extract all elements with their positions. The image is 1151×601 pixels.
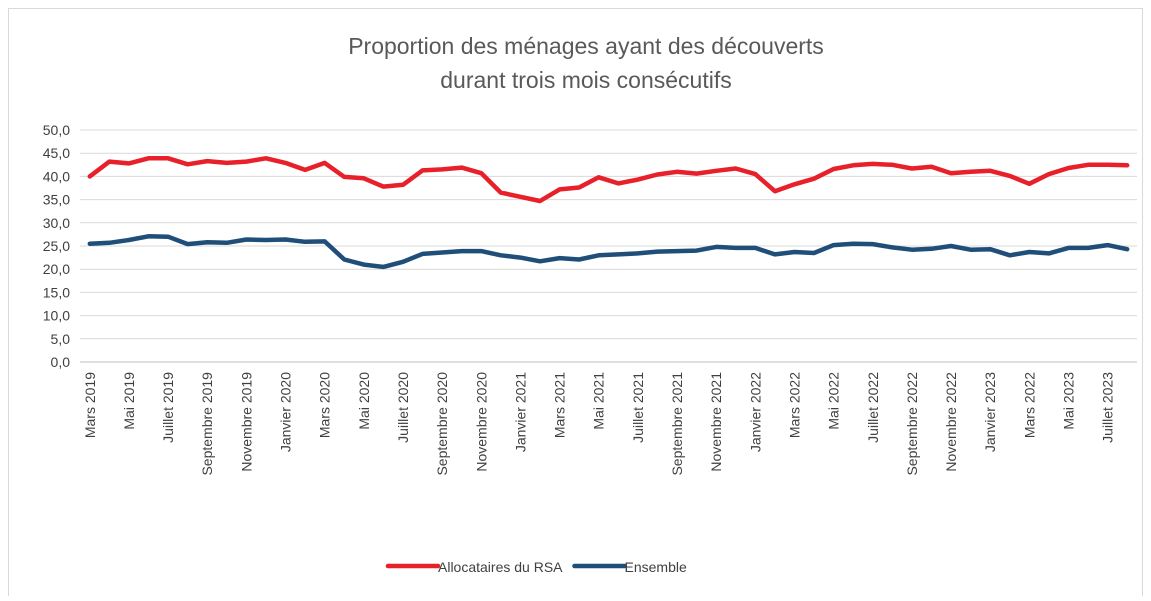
x-tick-label: Mai 2021 [591,372,607,430]
legend-label: Allocataires du RSA [438,559,563,575]
x-tick-label: Novembre 2022 [943,372,959,472]
legend-label: Ensemble [625,559,687,575]
y-tick-label: 35,0 [43,192,70,208]
x-tick-label: Juillet 2022 [865,372,881,443]
x-tick-label: Mars 2021 [552,372,568,438]
chart-title: durant trois mois consécutifs [440,67,731,93]
x-tick-label: Janvier 2021 [512,372,528,452]
x-tick-label: Janvier 2020 [278,372,294,452]
x-tick-label: Mai 2022 [826,372,842,430]
x-tick-label: Juillet 2021 [630,372,646,443]
y-tick-label: 45,0 [43,145,70,161]
x-tick-label: Mars 2022 [1021,372,1037,438]
x-tick-label: Janvier 2023 [982,372,998,452]
x-tick-label: Novembre 2019 [238,372,254,472]
x-tick-label: Septembre 2022 [904,372,920,476]
y-tick-label: 0,0 [51,354,71,370]
x-tick-label: Septembre 2019 [199,372,215,476]
x-tick-label: Mai 2020 [356,372,372,430]
x-tick-label: Mai 2023 [1060,372,1076,430]
y-tick-label: 15,0 [43,284,70,300]
x-tick-label: Septembre 2021 [669,372,685,476]
x-tick-label: Mai 2019 [121,372,137,430]
y-tick-label: 5,0 [51,331,71,347]
series-line [87,234,1130,270]
chart-frame [8,8,1143,601]
y-tick-label: 20,0 [43,261,70,277]
x-tick-label: Mars 2019 [82,372,98,438]
y-tick-label: 25,0 [43,238,70,254]
x-tick-label: Janvier 2022 [747,372,763,452]
y-tick-label: 30,0 [43,215,70,231]
x-tick-label: Mars 2020 [317,372,333,438]
x-tick-label: Juillet 2023 [1100,372,1116,443]
x-tick-label: Novembre 2021 [708,372,724,472]
x-tick-label: Juillet 2019 [160,372,176,443]
x-tick-label: Septembre 2020 [434,372,450,476]
y-tick-label: 40,0 [43,168,70,184]
x-tick-label: Novembre 2020 [473,372,489,472]
chart-title: Proportion des ménages ayant des découve… [348,33,824,59]
x-tick-label: Juillet 2020 [395,372,411,443]
x-tick-label: Mars 2022 [786,372,802,438]
y-tick-label: 10,0 [43,308,70,324]
y-tick-label: 50,0 [43,122,70,138]
series-line [87,156,1130,204]
